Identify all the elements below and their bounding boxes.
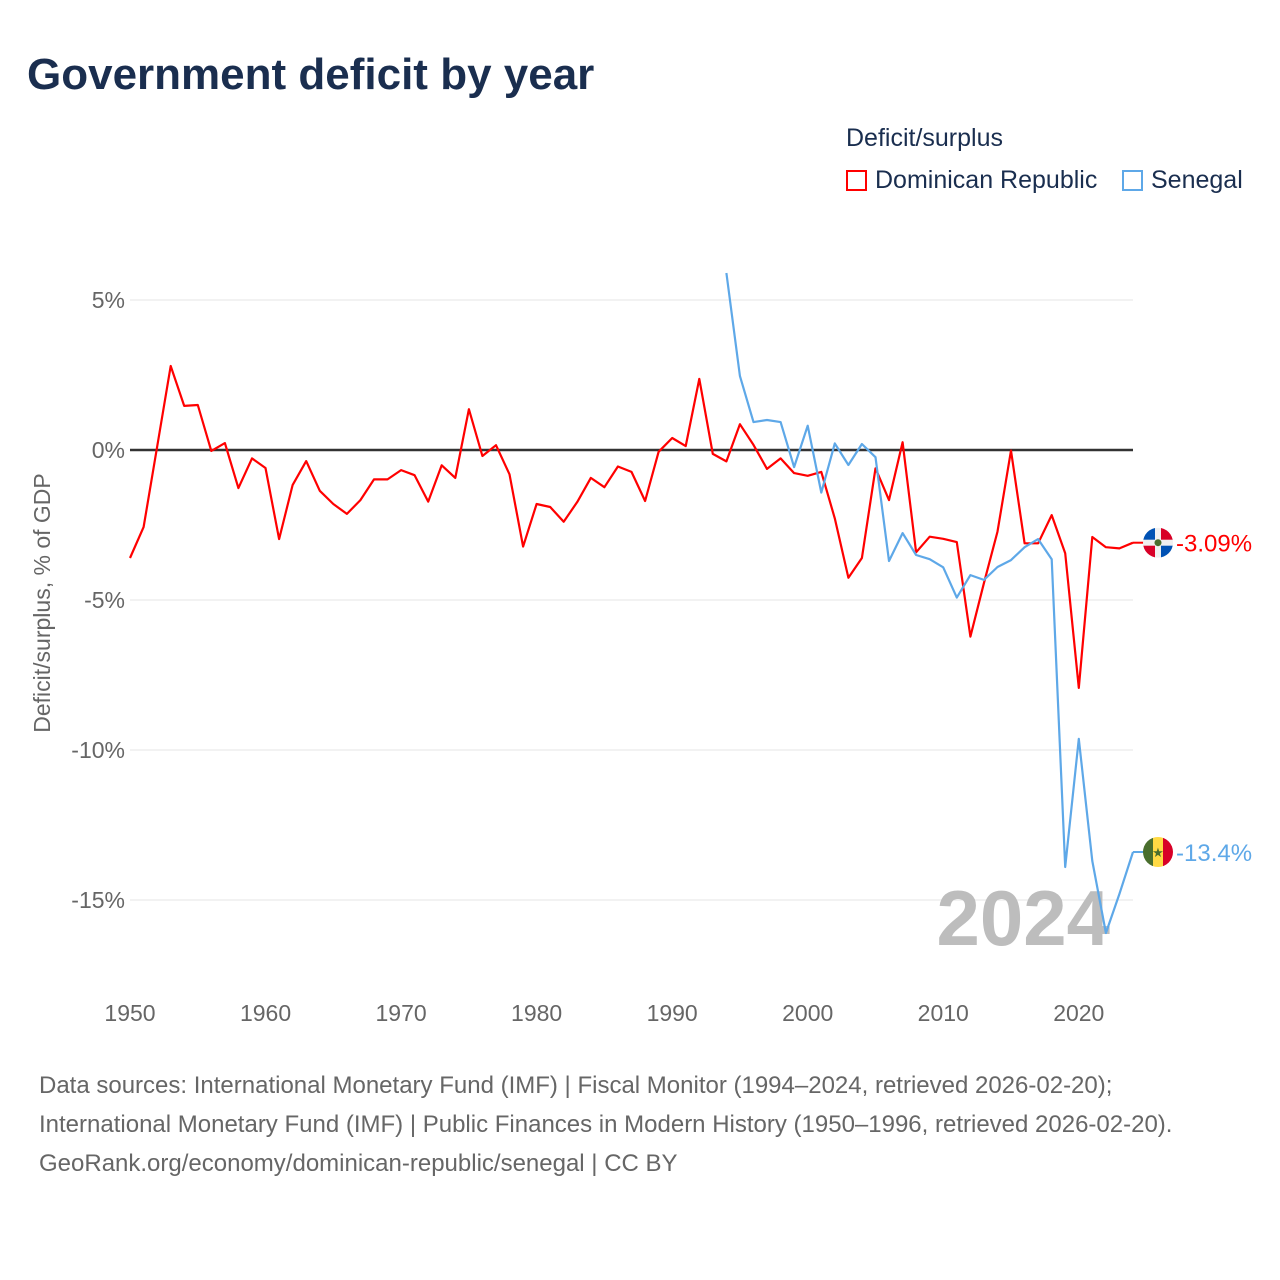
x-tick-label: 2000 bbox=[782, 1000, 833, 1026]
y-tick-label: 5% bbox=[92, 287, 125, 313]
x-tick-label: 2020 bbox=[1053, 1000, 1104, 1026]
series-line-senegal bbox=[725, 272, 1135, 935]
senegal-flag-icon: ★ bbox=[1143, 837, 1173, 867]
dominican-republic-flag-icon bbox=[1143, 527, 1173, 558]
legend-item-senegal[interactable]: Senegal bbox=[1122, 166, 1243, 195]
x-tick-label: 1970 bbox=[375, 1000, 426, 1026]
line-chart: 5% 0% -5% -10% -15% 1950 1960 1970 1980 1990 2000 2… bbox=[29, 272, 1252, 1026]
x-tick-label: 1980 bbox=[511, 1000, 562, 1026]
svg-text:★: ★ bbox=[1152, 845, 1164, 860]
legend-label: Dominican Republic bbox=[875, 166, 1098, 194]
footer: Data sources: International Monetary Fun… bbox=[39, 1066, 1239, 1183]
chart-title: Government deficit by year bbox=[27, 50, 595, 99]
credit-link[interactable]: GeoRank.org/economy/dominican-republic/s… bbox=[39, 1150, 678, 1177]
y-tick-label: -10% bbox=[71, 737, 125, 763]
x-tick-label: 1960 bbox=[240, 1000, 291, 1026]
x-tick-label: 2010 bbox=[918, 1000, 969, 1026]
end-value-label: -13.4% bbox=[1176, 840, 1252, 867]
y-tick-label: -15% bbox=[71, 887, 125, 913]
legend-label: Senegal bbox=[1151, 166, 1243, 194]
legend-item-dominican-republic[interactable]: Dominican Republic bbox=[846, 166, 1097, 195]
x-tick-label: 1990 bbox=[647, 1000, 698, 1026]
year-watermark: 2024 bbox=[936, 874, 1110, 962]
legend-swatch-red bbox=[846, 170, 867, 191]
data-sources: Data sources: International Monetary Fun… bbox=[39, 1072, 1173, 1138]
x-tick-label: 1950 bbox=[104, 1000, 155, 1026]
series-line-dominican-republic bbox=[128, 364, 1134, 690]
y-tick-label: -5% bbox=[84, 587, 125, 613]
y-tick-label: 0% bbox=[92, 437, 125, 463]
end-value-label: -3.09% bbox=[1176, 531, 1252, 558]
y-axis-title: Deficit/surplus, % of GDP bbox=[29, 473, 55, 732]
legend-swatch-blue bbox=[1122, 170, 1143, 191]
legend-title: Deficit/surplus bbox=[846, 124, 1003, 152]
